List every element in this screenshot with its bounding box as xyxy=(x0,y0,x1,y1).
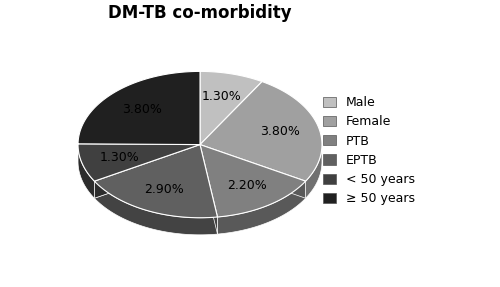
Polygon shape xyxy=(94,145,218,218)
Legend: Male, Female, PTB, EPTB, < 50 years, ≥ 50 years: Male, Female, PTB, EPTB, < 50 years, ≥ 5… xyxy=(324,96,415,205)
Polygon shape xyxy=(78,144,200,181)
Polygon shape xyxy=(78,144,94,198)
Title: DM-TB co-morbidity: DM-TB co-morbidity xyxy=(108,4,292,22)
Polygon shape xyxy=(200,145,218,234)
Polygon shape xyxy=(94,181,218,235)
Text: 2.90%: 2.90% xyxy=(144,183,184,196)
Polygon shape xyxy=(200,145,218,234)
Polygon shape xyxy=(200,82,322,181)
Text: 3.80%: 3.80% xyxy=(122,103,162,116)
Polygon shape xyxy=(94,145,200,198)
Text: 2.20%: 2.20% xyxy=(226,179,266,192)
Polygon shape xyxy=(306,144,322,198)
Polygon shape xyxy=(78,71,200,145)
Polygon shape xyxy=(200,145,306,198)
Text: 1.30%: 1.30% xyxy=(202,90,242,103)
Text: 1.30%: 1.30% xyxy=(100,151,140,164)
Text: 3.80%: 3.80% xyxy=(260,125,300,138)
Polygon shape xyxy=(218,181,306,234)
Polygon shape xyxy=(94,145,200,198)
Polygon shape xyxy=(200,145,306,198)
Polygon shape xyxy=(200,71,262,145)
Polygon shape xyxy=(200,145,306,217)
